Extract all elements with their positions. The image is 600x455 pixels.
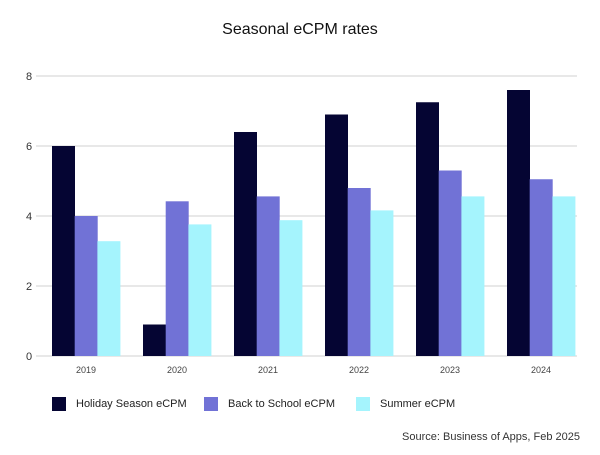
x-tick-label: 2021 [258,365,278,375]
bar-2022-0 [325,114,348,356]
y-tick-label: 0 [26,351,32,363]
bar-2024-1 [529,179,553,356]
bar-2021-2 [279,220,303,356]
bar-2020-1 [165,201,189,356]
source-note: Source: Business of Apps, Feb 2025 [402,431,580,443]
bar-2021-0 [234,132,257,356]
chart-title: Seasonal eCPM rates [222,21,378,38]
y-tick-label: 6 [26,141,32,153]
bar-2022-2 [370,210,394,356]
bar-2019-0 [52,146,75,356]
bar-2023-2 [461,196,485,356]
bar-2019-2 [97,241,121,356]
x-tick-label: 2020 [167,365,187,375]
legend-item-summer: Summer eCPM [356,397,455,411]
bar-2022-1 [347,188,371,356]
x-tick-label: 2023 [440,365,460,375]
legend-label: Back to School eCPM [228,398,335,410]
legend-swatch [204,397,218,411]
bar-2020-0 [143,324,166,356]
legend-swatch [52,397,66,411]
y-tick-label: 8 [26,71,32,83]
y-tick-label: 2 [26,281,32,293]
legend-label: Summer eCPM [380,398,456,410]
legend: Holiday Season eCPM Back to School eCPM … [52,397,455,411]
legend-item-holiday: Holiday Season eCPM [52,397,204,411]
legend-label: Holiday Season eCPM [76,398,187,410]
x-tick-label: 2022 [349,365,369,375]
bar-2024-0 [507,90,530,356]
legend-item-back-to-school: Back to School eCPM [204,397,356,411]
x-tick-label: 2024 [531,365,551,375]
bar-2019-1 [74,216,98,356]
legend-swatch [356,397,370,411]
bar-2021-1 [256,196,280,356]
bar-2023-0 [416,102,439,356]
bar-2024-2 [552,196,576,356]
bar-chart: 0 2 4 6 8 2019 2020 2021 2022 2023 2024 [26,71,577,375]
bar-2020-2 [188,224,212,356]
y-tick-label: 4 [26,211,32,223]
bar-2023-1 [438,170,462,356]
x-tick-label: 2019 [76,365,96,375]
